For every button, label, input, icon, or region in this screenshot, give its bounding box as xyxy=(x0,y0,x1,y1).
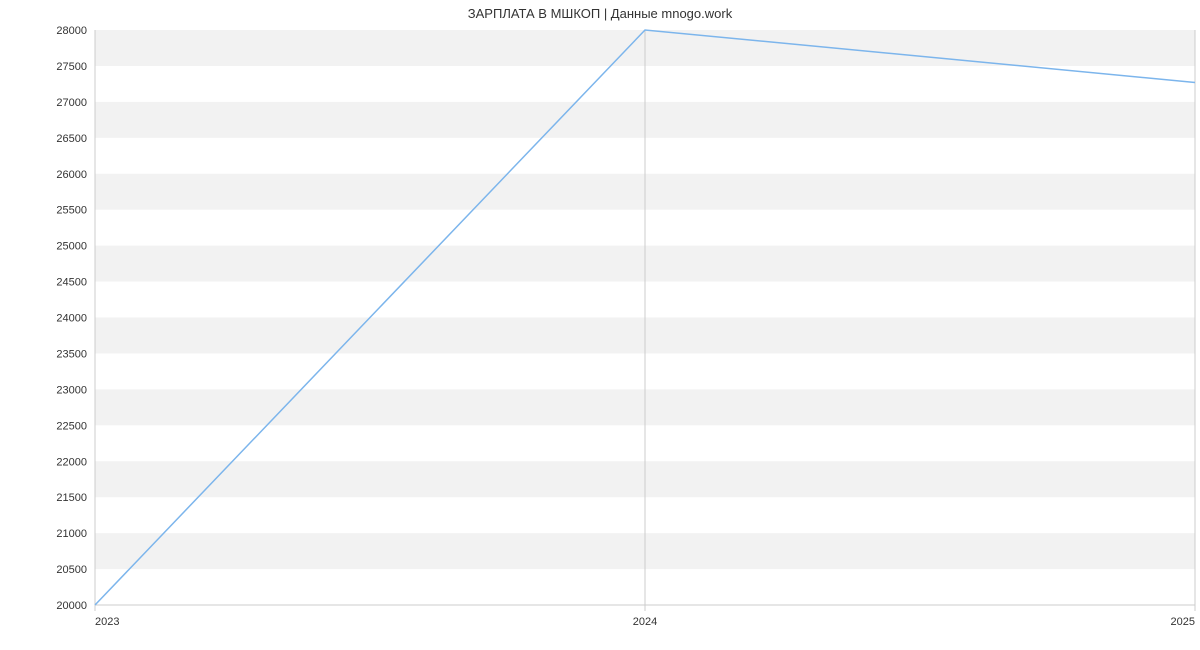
y-tick-label: 20500 xyxy=(56,564,87,576)
salary-chart: ЗАРПЛАТА В МШКОП | Данные mnogo.work 200… xyxy=(0,0,1200,650)
y-tick-label: 22500 xyxy=(56,420,87,432)
y-tick-label: 25500 xyxy=(56,205,87,217)
x-tick-label: 2024 xyxy=(633,616,657,628)
y-tick-label: 24000 xyxy=(56,313,87,325)
y-tick-label: 22000 xyxy=(56,456,87,468)
y-tick-label: 26000 xyxy=(56,169,87,181)
y-tick-label: 21000 xyxy=(56,528,87,540)
y-tick-label: 24500 xyxy=(56,277,87,289)
y-tick-label: 28000 xyxy=(56,25,87,37)
y-tick-label: 27500 xyxy=(56,61,87,73)
y-tick-label: 21500 xyxy=(56,492,87,504)
x-tick-label: 2023 xyxy=(95,616,119,628)
y-tick-label: 26500 xyxy=(56,133,87,145)
chart-canvas: 20000 20500 21000 21500 22000 22500 23000 23500… xyxy=(0,0,1200,650)
x-tick-label: 2025 xyxy=(1171,616,1195,628)
y-tick-label: 23000 xyxy=(56,384,87,396)
y-tick-label: 25000 xyxy=(56,241,87,253)
y-tick-label: 27000 xyxy=(56,97,87,109)
y-tick-label: 20000 xyxy=(56,600,87,612)
y-tick-label: 23500 xyxy=(56,348,87,360)
